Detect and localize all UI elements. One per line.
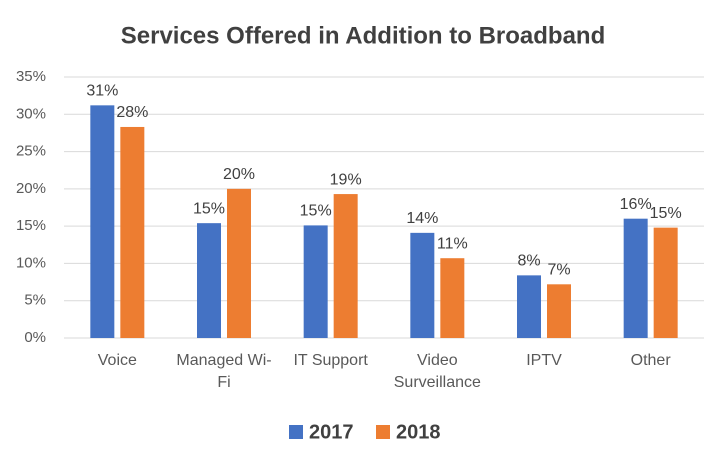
x-tick-label: IT Support — [293, 352, 368, 369]
data-label: 14% — [406, 210, 438, 227]
bar — [120, 126, 145, 338]
x-tick-label: Managed Wi-Fi — [176, 352, 272, 391]
data-label: 19% — [330, 171, 362, 188]
y-tick-label: 15% — [16, 217, 46, 234]
data-label: 15% — [193, 200, 225, 217]
x-tick-label: IPTV — [526, 352, 562, 369]
x-tick-label: Voice — [97, 352, 137, 369]
data-label: 15% — [300, 203, 332, 220]
bar — [547, 284, 571, 338]
bar — [440, 258, 465, 338]
bar — [303, 225, 328, 338]
data-label: 8% — [517, 253, 540, 270]
chart-title: Services Offered in Addition to Broadban… — [121, 22, 606, 49]
bar — [517, 275, 541, 338]
legend-label: 2018 — [396, 421, 441, 443]
bar — [623, 218, 648, 338]
y-tick-label: 20% — [16, 180, 46, 197]
bar — [653, 227, 678, 338]
legend-swatch — [376, 425, 390, 439]
data-label: 31% — [86, 83, 118, 100]
y-tick-label: 10% — [16, 254, 46, 271]
data-label: 11% — [437, 235, 468, 252]
x-tick-label: Video Surveillance — [393, 352, 481, 391]
data-label: 16% — [620, 196, 652, 213]
data-label: 15% — [650, 205, 682, 222]
legend-label: 2017 — [309, 421, 354, 443]
bar — [333, 194, 358, 338]
y-tick-label: 35% — [16, 68, 46, 85]
bar — [90, 105, 115, 338]
data-label: 20% — [223, 166, 255, 183]
bar — [410, 232, 435, 338]
y-tick-label: 30% — [16, 105, 46, 122]
x-tick-label: Other — [630, 352, 671, 369]
data-label: 7% — [547, 262, 570, 279]
bar — [227, 188, 251, 338]
y-tick-label: 0% — [24, 329, 46, 346]
legend-swatch — [289, 425, 303, 439]
data-label: 28% — [116, 104, 148, 121]
y-tick-label: 25% — [16, 143, 46, 160]
y-tick-label: 5% — [24, 292, 46, 309]
bar — [197, 223, 221, 338]
